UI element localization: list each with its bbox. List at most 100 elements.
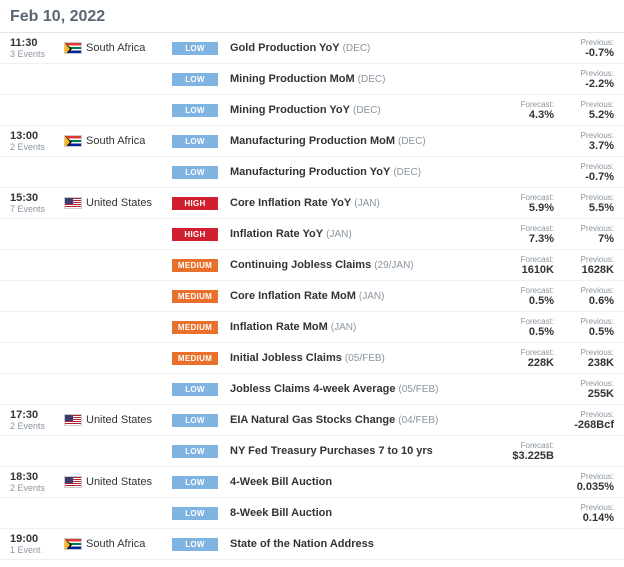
forecast-label: Forecast: <box>498 224 554 233</box>
previous-label: Previous: <box>558 224 614 233</box>
forecast-value: $3.225B <box>498 450 554 462</box>
impact-badge: LOW <box>172 73 218 86</box>
forecast-label: Forecast: <box>498 348 554 357</box>
previous-value: 0.5% <box>558 326 614 338</box>
previous-label: Previous: <box>558 503 614 512</box>
previous-cell: Previous:0.035% <box>558 472 618 493</box>
previous-value: -0.7% <box>558 47 614 59</box>
impact-badge: LOW <box>172 445 218 458</box>
previous-value: 0.6% <box>558 295 614 307</box>
event-row[interactable]: 13:002 EventsSouth AfricaLOWManufacturin… <box>0 126 624 157</box>
previous-value: 5.2% <box>558 109 614 121</box>
forecast-value: 0.5% <box>498 295 554 307</box>
event-cell: EIA Natural Gas Stocks Change(04/FEB) <box>230 414 498 426</box>
impact-cell: LOW <box>172 42 230 55</box>
time-value: 13:00 <box>10 130 64 142</box>
event-period: (04/FEB) <box>398 415 438 426</box>
impact-badge: MEDIUM <box>172 259 218 272</box>
forecast-cell: Forecast:4.3% <box>498 100 558 121</box>
event-name: State of the Nation Address <box>230 538 374 550</box>
previous-cell: Previous:238K <box>558 348 618 369</box>
event-row[interactable]: MEDIUMContinuing Jobless Claims(29/JAN)F… <box>0 250 624 281</box>
previous-label: Previous: <box>558 317 614 326</box>
event-name: Inflation Rate YoY <box>230 228 323 240</box>
time-cell: 19:001 Event <box>6 533 64 555</box>
previous-cell: Previous:5.5% <box>558 193 618 214</box>
previous-cell: Previous:7% <box>558 224 618 245</box>
event-period: (29/JAN) <box>374 260 413 271</box>
previous-cell: Previous:0.6% <box>558 286 618 307</box>
event-row[interactable]: LOWMining Production MoM(DEC)Previous:-2… <box>0 64 624 95</box>
previous-cell: Previous:5.2% <box>558 100 618 121</box>
impact-cell: LOW <box>172 507 230 520</box>
time-value: 18:30 <box>10 471 64 483</box>
event-cell: State of the Nation Address <box>230 538 498 550</box>
impact-cell: HIGH <box>172 228 230 241</box>
flag-cell <box>64 197 86 209</box>
impact-cell: LOW <box>172 166 230 179</box>
forecast-label: Forecast: <box>498 286 554 295</box>
event-count: 2 Events <box>10 142 64 152</box>
event-row[interactable]: MEDIUM Initial Jobless Claims(05/FEB)Fore… <box>0 343 624 374</box>
previous-value: -0.7% <box>558 171 614 183</box>
event-period: (DEC) <box>343 43 371 54</box>
event-period: (DEC) <box>393 167 421 178</box>
time-cell: 11:303 Events <box>6 37 64 59</box>
impact-badge: HIGH <box>172 228 218 241</box>
previous-label: Previous: <box>558 38 614 47</box>
impact-cell: LOW <box>172 476 230 489</box>
previous-cell: Previous:0.5% <box>558 317 618 338</box>
previous-cell: Previous:0.14% <box>558 503 618 524</box>
previous-label: Previous: <box>558 193 614 202</box>
event-cell: Initial Jobless Claims(05/FEB) <box>230 352 498 364</box>
event-row[interactable]: MEDIUMCore Inflation Rate MoM(JAN)Foreca… <box>0 281 624 312</box>
forecast-value: 5.9% <box>498 202 554 214</box>
impact-badge: LOW <box>172 476 218 489</box>
forecast-value: 4.3% <box>498 109 554 121</box>
event-row[interactable]: HIGHInflation Rate YoY(JAN)Forecast:7.3%… <box>0 219 624 250</box>
time-value: 11:30 <box>10 37 64 49</box>
event-row[interactable]: 11:303 EventsSouth AfricaLOWGold Product… <box>0 33 624 64</box>
previous-label: Previous: <box>558 131 614 140</box>
flag-cell <box>64 476 86 488</box>
event-row[interactable]: 18:302 EventsUnited StatesLOW4-Week Bill… <box>0 467 624 498</box>
event-row[interactable]: 19:001 EventSouth AfricaLOWState of the … <box>0 529 624 560</box>
previous-label: Previous: <box>558 100 614 109</box>
event-cell: Mining Production MoM(DEC) <box>230 73 498 85</box>
event-row[interactable]: MEDIUMInflation Rate MoM(JAN)Forecast:0.… <box>0 312 624 343</box>
event-period: (DEC) <box>398 136 426 147</box>
flag-cell <box>64 135 86 147</box>
time-value: 19:00 <box>10 533 64 545</box>
event-row[interactable]: 17:302 EventsUnited StatesLOWEIA Natural… <box>0 405 624 436</box>
impact-badge: LOW <box>172 104 218 117</box>
impact-badge: LOW <box>172 383 218 396</box>
forecast-label: Forecast: <box>498 255 554 264</box>
previous-value: -2.2% <box>558 78 614 90</box>
flag-cell <box>64 538 86 550</box>
impact-cell: MEDIUM <box>172 321 230 334</box>
country-cell: United States <box>86 476 172 488</box>
event-row[interactable]: LOWNY Fed Treasury Purchases 7 to 10 yrs… <box>0 436 624 467</box>
event-cell: Manufacturing Production YoY(DEC) <box>230 166 498 178</box>
calendar-body: 11:303 EventsSouth AfricaLOWGold Product… <box>0 33 624 560</box>
flag-cell <box>64 414 86 426</box>
impact-badge: MEDIUM <box>172 352 218 365</box>
country-cell: South Africa <box>86 538 172 550</box>
event-row[interactable]: LOWMining Production YoY(DEC)Forecast:4.… <box>0 95 624 126</box>
event-row[interactable]: 15:307 EventsUnited StatesHIGHCore Infla… <box>0 188 624 219</box>
impact-badge: LOW <box>172 166 218 179</box>
forecast-value: 228K <box>498 357 554 369</box>
united-states-flag-icon <box>64 414 82 426</box>
forecast-label: Forecast: <box>498 100 554 109</box>
previous-cell: Previous:-268Bcf <box>558 410 618 431</box>
event-row[interactable]: LOW Jobless Claims 4-week Average(05/FEB)… <box>0 374 624 405</box>
event-row[interactable]: LOWManufacturing Production YoY(DEC)Prev… <box>0 157 624 188</box>
south-africa-flag-icon <box>64 42 82 54</box>
event-row[interactable]: LOW8-Week Bill AuctionPrevious:0.14% <box>0 498 624 529</box>
impact-badge: HIGH <box>172 197 218 210</box>
previous-value: 1628K <box>558 264 614 276</box>
date-header: Feb 10, 2022 <box>0 0 624 33</box>
forecast-value: 7.3% <box>498 233 554 245</box>
event-cell: Jobless Claims 4-week Average(05/FEB) <box>230 383 498 395</box>
time-cell: 13:002 Events <box>6 130 64 152</box>
